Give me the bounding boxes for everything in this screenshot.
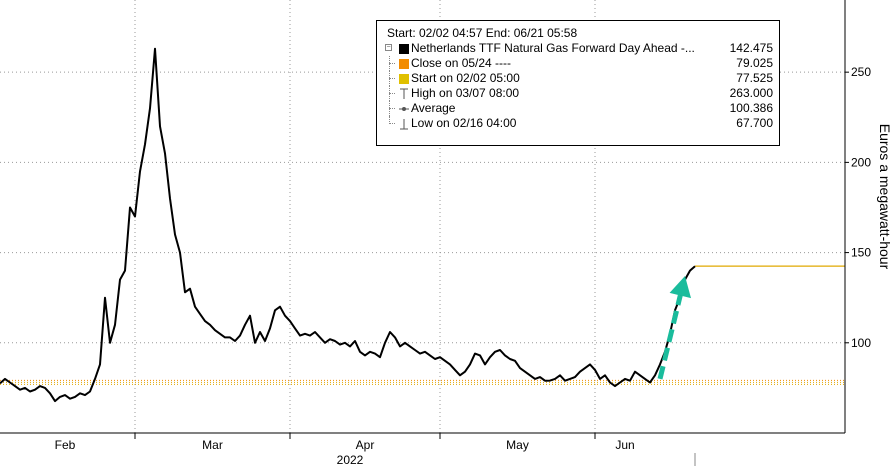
legend-tree-guide: − bbox=[383, 41, 397, 56]
legend-label: Netherlands TTF Natural Gas Forward Day … bbox=[411, 41, 695, 55]
legend-value: 77.525 bbox=[736, 71, 773, 85]
x-tick-label: Apr bbox=[356, 438, 375, 452]
y-tick-label: 100 bbox=[851, 336, 871, 350]
legend-label: Low on 02/16 04:00 bbox=[411, 116, 517, 130]
legend-label: Average bbox=[411, 101, 456, 115]
legend-swatch bbox=[399, 73, 409, 84]
legend-value: 79.025 bbox=[736, 56, 773, 70]
x-tick-label: Feb bbox=[55, 438, 76, 452]
legend-header: Start: 02/02 04:57 End: 06/21 05:58 bbox=[387, 26, 578, 40]
legend-row: Low on 02/16 04:00 67.700 bbox=[383, 116, 773, 131]
y-tick-label: 150 bbox=[851, 246, 871, 260]
low-icon bbox=[400, 118, 408, 129]
legend-box: Start: 02/02 04:57 End: 06/21 05:58 − Net… bbox=[376, 20, 780, 146]
collapse-icon[interactable]: − bbox=[385, 44, 392, 51]
arrow-head bbox=[669, 276, 691, 299]
legend-swatch bbox=[399, 58, 409, 69]
legend-value: 263.000 bbox=[729, 86, 773, 100]
arrow-shaft bbox=[657, 294, 683, 380]
y-tick-label: 250 bbox=[851, 65, 871, 79]
legend-label: High on 03/07 08:00 bbox=[411, 86, 520, 100]
high-icon bbox=[400, 88, 408, 99]
y-axis-title: Euros a megawatt-hour bbox=[877, 124, 893, 270]
legend-value: 67.700 bbox=[736, 116, 773, 130]
legend-swatch bbox=[399, 43, 409, 54]
x-tick-label: Jun bbox=[615, 438, 634, 452]
average-icon bbox=[399, 106, 409, 111]
legend-label: Start on 02/02 05:00 bbox=[411, 71, 520, 85]
year-label: 2022 bbox=[337, 453, 364, 467]
legend-tree-guide bbox=[383, 71, 397, 86]
trend-arrow bbox=[657, 276, 691, 380]
y-tick-label: 200 bbox=[851, 155, 871, 169]
reference-lines bbox=[0, 265, 845, 385]
series-layer bbox=[0, 47, 696, 403]
x-tick-label: Mar bbox=[202, 438, 223, 452]
legend-value: 142.475 bbox=[729, 41, 773, 55]
legend-row: Start on 02/02 05:00 77.525 bbox=[383, 71, 773, 86]
legend-value: 100.386 bbox=[729, 101, 773, 115]
legend-row: High on 03/07 08:00 263.000 bbox=[383, 86, 773, 101]
legend-tree-guide bbox=[383, 86, 397, 101]
legend-label: Close on 05/24 ---- bbox=[411, 56, 512, 70]
legend-row: Average 100.386 bbox=[383, 101, 773, 116]
legend-tree-guide bbox=[383, 101, 397, 116]
legend-tree-guide bbox=[383, 56, 397, 71]
legend-row: Close on 05/24 ---- 79.025 bbox=[383, 56, 773, 71]
series-line bbox=[0, 47, 696, 403]
x-tick-label: May bbox=[506, 438, 529, 452]
legend-tree-guide bbox=[383, 116, 397, 131]
legend-row: − Netherlands TTF Natural Gas Forward Day… bbox=[383, 41, 773, 56]
